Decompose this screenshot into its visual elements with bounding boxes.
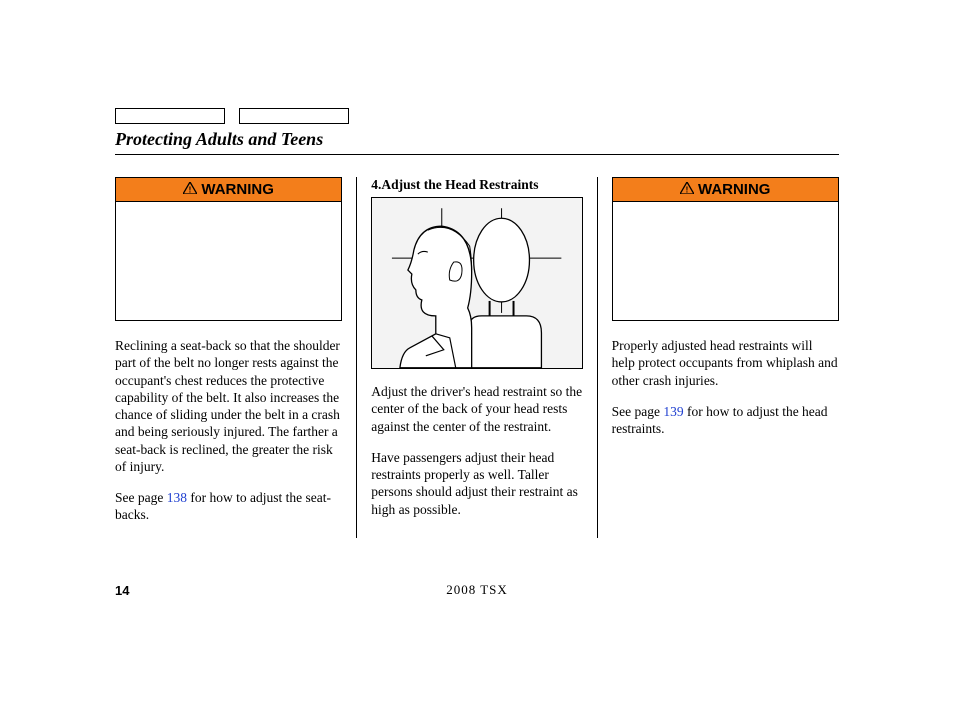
col1-para2-pre: See page [115,490,167,505]
col3-para1: Properly adjusted head restraints will h… [612,337,839,389]
header-placeholder-boxes [115,108,839,124]
col1-para1: Reclining a seat-back so that the should… [115,337,342,475]
warning-box-left: ! WARNING [115,177,342,321]
warning-triangle-icon: ! [680,181,694,198]
col3-para2-pre: See page [612,404,664,419]
head-restraint-illustration [371,197,582,369]
col2-para1: Adjust the driver's head restraint so th… [371,383,582,435]
warning-box-right: ! WARNING [612,177,839,321]
column-left: ! WARNING Reclining a seat-back so that … [115,177,356,538]
warning-triangle-icon: ! [183,181,197,198]
column-center: 4.Adjust the Head Restraints [356,177,597,538]
warning-body-left [116,202,341,320]
warning-header-left: ! WARNING [116,178,341,202]
warning-header-right: ! WARNING [613,178,838,202]
title-rule [115,154,839,155]
col2-para2: Have passengers adjust their head restra… [371,449,582,518]
warning-body-right [613,202,838,320]
col3-para2: See page 139 for how to adjust the head … [612,403,839,438]
warning-label-left: WARNING [201,181,274,198]
columns: ! WARNING Reclining a seat-back so that … [115,177,839,538]
column-right: ! WARNING Properly adjusted head restrai… [598,177,839,538]
footer-model: 2008 TSX [0,582,954,598]
section-heading: 4.Adjust the Head Restraints [371,177,582,193]
page-link-138[interactable]: 138 [167,490,187,505]
header-box-2 [239,108,349,124]
page-link-139[interactable]: 139 [663,404,683,419]
svg-text:!: ! [189,186,192,195]
col1-para2: See page 138 for how to adjust the seat-… [115,489,342,524]
warning-label-right: WARNING [698,181,771,198]
svg-text:!: ! [686,186,689,195]
page: Protecting Adults and Teens ! WARNING Re… [0,0,954,578]
page-title: Protecting Adults and Teens [115,129,839,154]
header-box-1 [115,108,225,124]
